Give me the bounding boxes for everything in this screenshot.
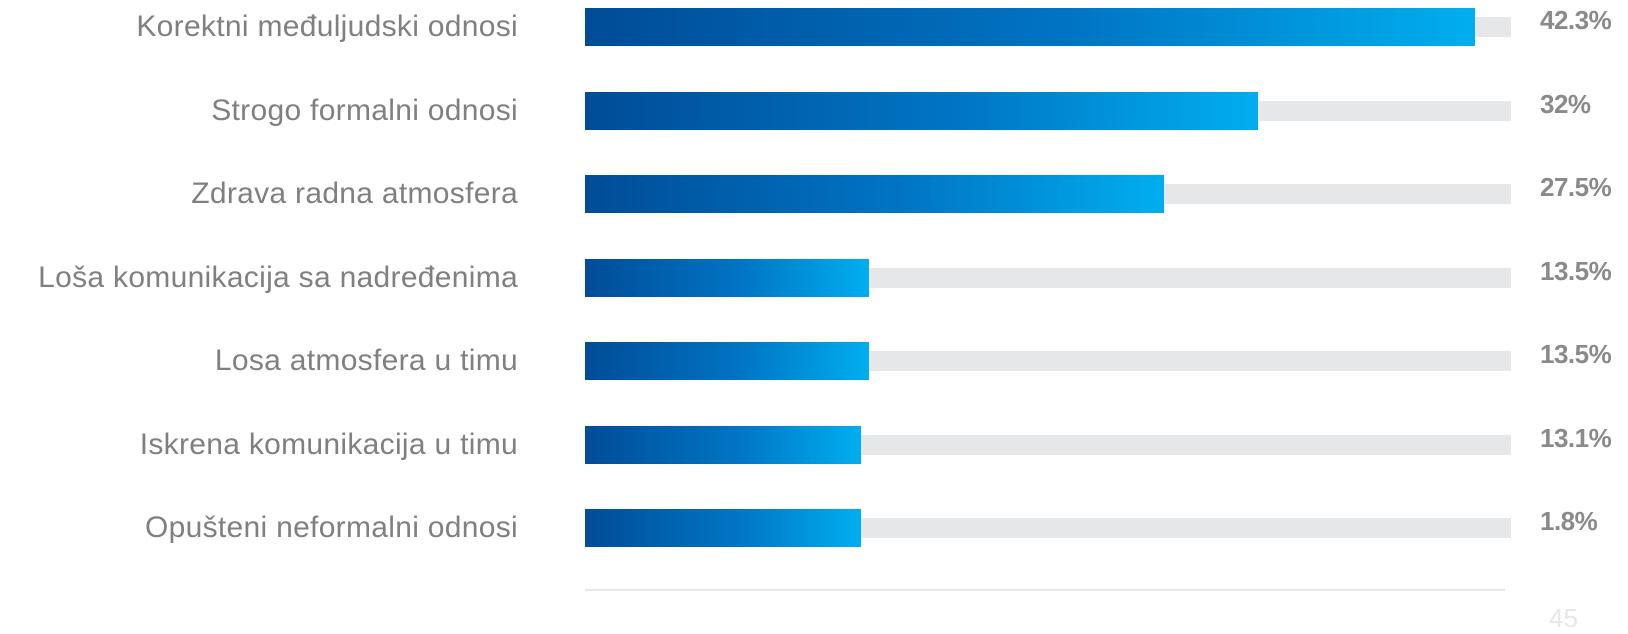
value-label: 13.5% xyxy=(1540,255,1612,286)
category-label: Opušteni neformalni odnosi xyxy=(144,511,518,544)
bar xyxy=(585,509,861,547)
bar xyxy=(585,342,869,380)
bar xyxy=(585,425,861,464)
value-label: 1.8% xyxy=(1540,506,1598,536)
bar xyxy=(585,175,1164,213)
category-label: Korektni međuljudski odnosi xyxy=(136,10,518,43)
category-label: Zdrava radna atmosfera xyxy=(191,177,518,210)
chart-baseline xyxy=(585,589,1505,591)
value-label: 13.5% xyxy=(1540,339,1612,369)
bar xyxy=(585,91,1258,130)
category-label: Losa atmosfera u timu xyxy=(214,344,518,377)
value-label: 32% xyxy=(1540,88,1591,119)
value-label: 27.5% xyxy=(1540,172,1612,202)
bar xyxy=(585,8,1475,46)
category-label: Strogo formalni odnosi xyxy=(211,93,518,127)
value-label: 13.1% xyxy=(1540,422,1612,453)
page-number: 45 xyxy=(1549,603,1578,633)
value-label: 42.3% xyxy=(1540,5,1612,35)
category-label: Loša komunikacija sa nadređenima xyxy=(38,260,518,294)
category-label: Iskrena komunikacija u timu xyxy=(139,427,518,461)
bar xyxy=(585,258,869,297)
